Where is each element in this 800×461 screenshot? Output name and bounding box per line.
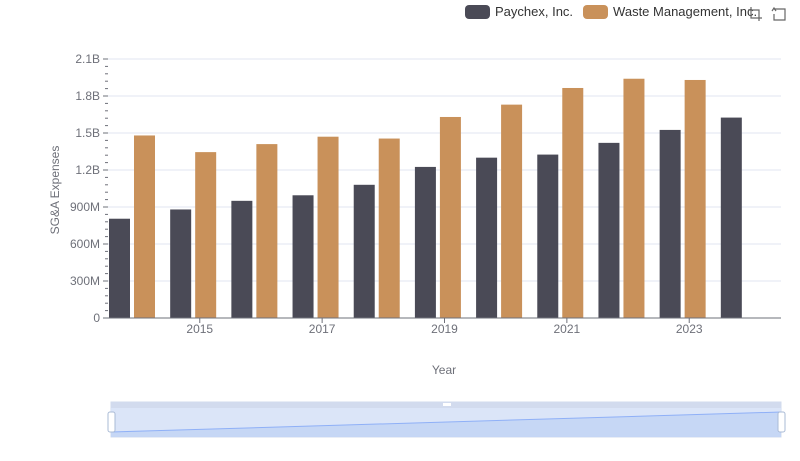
bar-paychex-2015[interactable] — [170, 209, 192, 318]
legend: Paychex, Inc. Waste Management, Inc. — [465, 4, 767, 19]
data-zoom-left-handle[interactable] — [107, 411, 116, 433]
legend-item-paychex[interactable]: Paychex, Inc. — [465, 4, 573, 19]
y-tick-label: 1.8B — [75, 89, 100, 103]
legend-label-waste-management: Waste Management, Inc. — [613, 4, 758, 19]
y-axis-labels: 0 300M 600M 900M 1.2B 1.5B 1.8B 2.1B — [70, 52, 100, 325]
x-tick-label: 2015 — [186, 322, 213, 336]
data-zoom-right-handle[interactable] — [777, 411, 786, 433]
x-tick-label: 2019 — [431, 322, 458, 336]
data-zoom-preview-line — [110, 411, 782, 433]
bar-waste-management-2020[interactable] — [501, 104, 523, 318]
bar-waste-management-2014[interactable] — [134, 135, 155, 318]
bars — [109, 78, 742, 318]
data-zoom-slider[interactable] — [107, 401, 786, 438]
y-tick-label: 900M — [70, 200, 100, 214]
x-tick-label: 2021 — [554, 322, 581, 336]
y-tick-label: 300M — [70, 274, 100, 288]
bar-paychex-2019[interactable] — [414, 166, 436, 318]
y-axis-title: SG&A Expenses — [48, 146, 62, 235]
bar-paychex-2018[interactable] — [353, 184, 375, 318]
x-axis-labels: 2015 2017 2019 2021 2023 — [186, 318, 703, 336]
legend-label-paychex: Paychex, Inc. — [495, 4, 574, 19]
restore-icon[interactable] — [771, 6, 787, 22]
bar-paychex-2020[interactable] — [476, 157, 498, 318]
bar-paychex-2014[interactable] — [109, 218, 130, 318]
x-axis-title: Year — [432, 363, 456, 377]
data-zoom-top-grip[interactable] — [443, 403, 451, 406]
bar-waste-management-2019[interactable] — [439, 116, 461, 318]
y-tick-label: 1.5B — [75, 126, 100, 140]
data-zoom-preview-area — [111, 412, 781, 437]
legend-item-waste-management[interactable]: Waste Management, Inc. — [583, 4, 757, 19]
bar-paychex-2021[interactable] — [537, 154, 559, 318]
y-tick-label: 2.1B — [75, 52, 100, 66]
legend-swatch-waste-management — [583, 4, 609, 19]
y-tick-label: 0 — [93, 311, 100, 325]
bar-waste-management-2015[interactable] — [195, 152, 217, 318]
bar-waste-management-2022[interactable] — [623, 78, 645, 318]
legend-swatch-paychex — [465, 4, 490, 19]
y-tick-label: 1.2B — [75, 163, 100, 177]
bar-waste-management-2017[interactable] — [317, 136, 339, 318]
bar-waste-management-2023[interactable] — [684, 79, 706, 318]
y-minor-ticks — [103, 58, 108, 319]
bar-paychex-2023[interactable] — [659, 129, 681, 318]
bar-paychex-2017[interactable] — [292, 195, 314, 318]
bar-paychex-2024[interactable] — [720, 117, 742, 318]
x-tick-label: 2017 — [309, 322, 336, 336]
bar-waste-management-2018[interactable] — [378, 138, 400, 318]
zoom-icon[interactable] — [747, 6, 763, 22]
y-tick-label: 600M — [70, 237, 100, 251]
bar-waste-management-2016[interactable] — [256, 144, 278, 318]
bar-paychex-2022[interactable] — [598, 142, 620, 318]
toolbox — [747, 6, 787, 22]
bar-paychex-2016[interactable] — [231, 200, 253, 318]
x-tick-label: 2023 — [676, 322, 703, 336]
bar-waste-management-2021[interactable] — [562, 87, 584, 318]
